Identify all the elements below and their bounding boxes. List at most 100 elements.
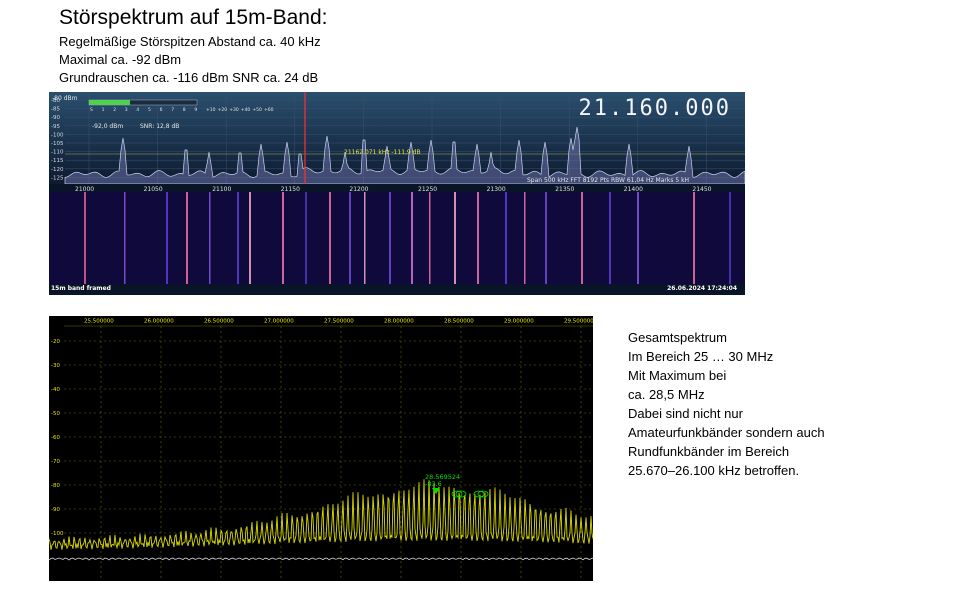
marker-ring	[477, 490, 489, 498]
db-tick-label: -100	[51, 132, 64, 138]
waterfall-streak	[282, 192, 284, 284]
description-line-2: Maximal ca. -92 dBm	[59, 52, 182, 67]
db-tick-label: -85	[51, 107, 60, 113]
notes-line: Rundfunkbänder im Bereich	[628, 444, 790, 459]
level-scale-label: +60	[264, 107, 274, 113]
freq-tick-label: 27.000000	[264, 319, 294, 325]
freq-tick-label: 21200	[349, 186, 368, 193]
freq-tick-label: 28.000000	[384, 319, 414, 325]
freq-tick-label: 29.500000	[564, 319, 593, 325]
db-tick-label: -60	[51, 435, 60, 441]
notes-line: Dabei sind nicht nur	[628, 406, 743, 421]
marker-ring	[451, 490, 463, 498]
frequency-display: 21.160.000	[578, 96, 731, 121]
freq-tick-label: 21100	[212, 186, 231, 193]
sdr-status-line: Span 500 kHz FFT 8192 Pts RBW 61,04 Hz M…	[527, 177, 690, 184]
waterfall-streak	[349, 192, 351, 284]
notes-line: Mit Maximum bei	[628, 368, 727, 383]
level-scale-label: +20	[218, 107, 228, 113]
analyzer-graphic: 25.500000 26.000000 26.500000 27.000000 27.5…	[49, 316, 593, 581]
waterfall-label: 15m band framed	[51, 285, 111, 292]
level-scale-label: 5	[148, 107, 151, 113]
waterfall-streak	[429, 192, 431, 284]
notes-line: 25.670–26.100 kHz betroffen.	[628, 463, 800, 478]
waterfall-timestamp: 26.06.2024 17:24:04	[667, 285, 737, 292]
freq-tick-label: 27.500000	[324, 319, 354, 325]
level-scale-label: 3	[125, 107, 128, 113]
db-tick-label: -20	[51, 339, 60, 345]
level-scale-label: +10	[206, 107, 216, 113]
notes-text: Gesamtspektrum Im Bereich 25 … 30 MHz Mi…	[628, 328, 825, 480]
waterfall-streak	[454, 192, 456, 284]
db-tick-label: -70	[51, 459, 60, 465]
analyzer-panel: 25.500000 26.000000 26.500000 27.000000 27.5…	[49, 316, 593, 581]
db-tick-label: -80	[51, 483, 60, 489]
marker-ring	[473, 490, 485, 498]
waterfall-streak	[209, 192, 211, 284]
freq-tick-label: 28.500000	[444, 319, 474, 325]
waterfall-streak	[693, 192, 695, 284]
db-tick-label: -110	[51, 150, 64, 156]
waterfall-streak	[505, 192, 507, 284]
db-tick-label: -90	[51, 507, 60, 513]
level-scale-label: +50	[252, 107, 262, 113]
db-tick-label: -115	[51, 158, 64, 164]
waterfall-background	[49, 192, 745, 284]
waterfall-streak	[186, 192, 188, 284]
level-scale-label: +30	[229, 107, 239, 113]
level-scale-label: 2	[113, 107, 116, 113]
freq-tick-label: 21000	[75, 186, 94, 193]
level-scale-label: 6	[160, 107, 163, 113]
marker-frequency-label: 28.569524	[425, 473, 460, 481]
waterfall-streak	[637, 192, 639, 284]
db-tick-label: -30	[51, 363, 60, 369]
waterfall-streak	[166, 192, 168, 284]
freq-axis-bar	[49, 184, 745, 192]
level-scale-label: 1	[102, 107, 105, 113]
freq-tick-label: 21350	[555, 186, 574, 193]
waterfall-streak	[729, 192, 731, 284]
level-scale-label: 8	[183, 107, 186, 113]
waterfall-streak	[609, 192, 611, 284]
waterfall-streak	[305, 192, 307, 284]
marker-ring	[455, 490, 467, 498]
db-tick-label: -50	[51, 411, 60, 417]
waterfall-streak	[237, 192, 239, 284]
sdr-spectrum-graphic: -80 -85 -90 -95 -100 -105 -110 -115 -120 -125 S 1 2 3…	[49, 92, 745, 295]
waterfall-streak	[84, 192, 86, 284]
marker-triangle	[432, 488, 440, 494]
level-scale-label: 9	[194, 107, 197, 113]
analyzer-trace	[49, 479, 593, 550]
notes-line: Gesamtspektrum	[628, 330, 727, 345]
notes-line: Amateurfunkbänder sondern auch	[628, 425, 825, 440]
db-tick-label: -125	[51, 175, 64, 181]
db-tick-label: -95	[51, 124, 60, 130]
freq-tick-label: 29.000000	[504, 319, 534, 325]
level-scale-label: +40	[241, 107, 251, 113]
freq-tick-label: 21450	[692, 186, 711, 193]
waterfall-streak	[477, 192, 479, 284]
level-scale-label: 4	[136, 107, 139, 113]
db-tick-label: -80	[51, 98, 60, 104]
freq-tick-label: 25.500000	[84, 319, 114, 325]
level-scale-label: 7	[171, 107, 174, 113]
freq-tick-label: 21400	[624, 186, 643, 193]
sdr-snr-readout: SNR: 12,8 dB	[140, 123, 180, 130]
freq-tick-label: 26.000000	[144, 319, 174, 325]
freq-tick-label: 21300	[487, 186, 506, 193]
db-tick-label: -100	[51, 531, 64, 537]
waterfall-streak	[389, 192, 391, 284]
sdr-marker-readout: 21162,071 kHz -111,9 dB	[344, 149, 421, 156]
waterfall-streak	[411, 192, 413, 284]
waterfall-streak	[249, 192, 251, 284]
db-tick-label: -105	[51, 141, 64, 147]
description-line-3: Grundrauschen ca. -116 dBm SNR ca. 24 dB	[59, 70, 319, 85]
freq-tick-label: 26.500000	[204, 319, 234, 325]
freq-tick-label: 21050	[144, 186, 163, 193]
description-line-1: Regelmäßige Störspitzen Abstand ca. 40 k…	[59, 34, 321, 49]
waterfall-footer	[49, 284, 745, 295]
db-tick-label: -120	[51, 167, 64, 173]
db-tick-label: -90	[51, 115, 60, 121]
sdr-level-readout: -92,0 dBm	[92, 123, 124, 130]
notes-line: ca. 28,5 MHz	[628, 387, 705, 402]
